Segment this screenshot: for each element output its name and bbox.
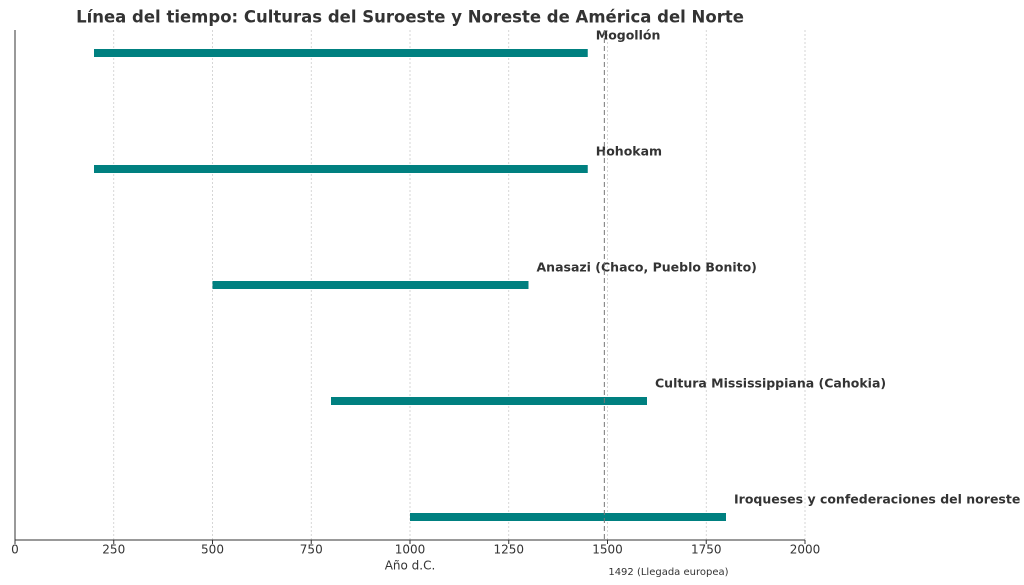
x-axis-label: Año d.C. xyxy=(385,559,436,573)
x-tick-label: 500 xyxy=(201,543,224,557)
bar xyxy=(410,513,726,521)
x-tick-label: 1000 xyxy=(395,543,426,557)
x-tick-label: 1750 xyxy=(691,543,722,557)
bar xyxy=(94,165,588,173)
bar-label: Cultura Mississippiana (Cahokia) xyxy=(655,376,886,391)
x-tick-label: 750 xyxy=(300,543,323,557)
x-tick-label: 2000 xyxy=(790,543,821,557)
bar xyxy=(212,281,529,289)
bar xyxy=(331,397,647,405)
bar-label: Anasazi (Chaco, Pueblo Bonito) xyxy=(537,260,757,275)
x-tick-label: 0 xyxy=(11,543,19,557)
x-tick-label: 1500 xyxy=(592,543,623,557)
bar-label: Mogollón xyxy=(596,28,661,43)
bar-label: Hohokam xyxy=(596,144,662,159)
chart-title: Línea del tiempo: Culturas del Suroeste … xyxy=(76,8,744,27)
reference-label: 1492 (Llegada europea) xyxy=(608,567,728,578)
bar-label: Iroquеses y confederaciones del noreste xyxy=(734,492,1020,507)
bar xyxy=(94,49,588,57)
x-tick-label: 1250 xyxy=(493,543,524,557)
x-tick-label: 250 xyxy=(102,543,125,557)
